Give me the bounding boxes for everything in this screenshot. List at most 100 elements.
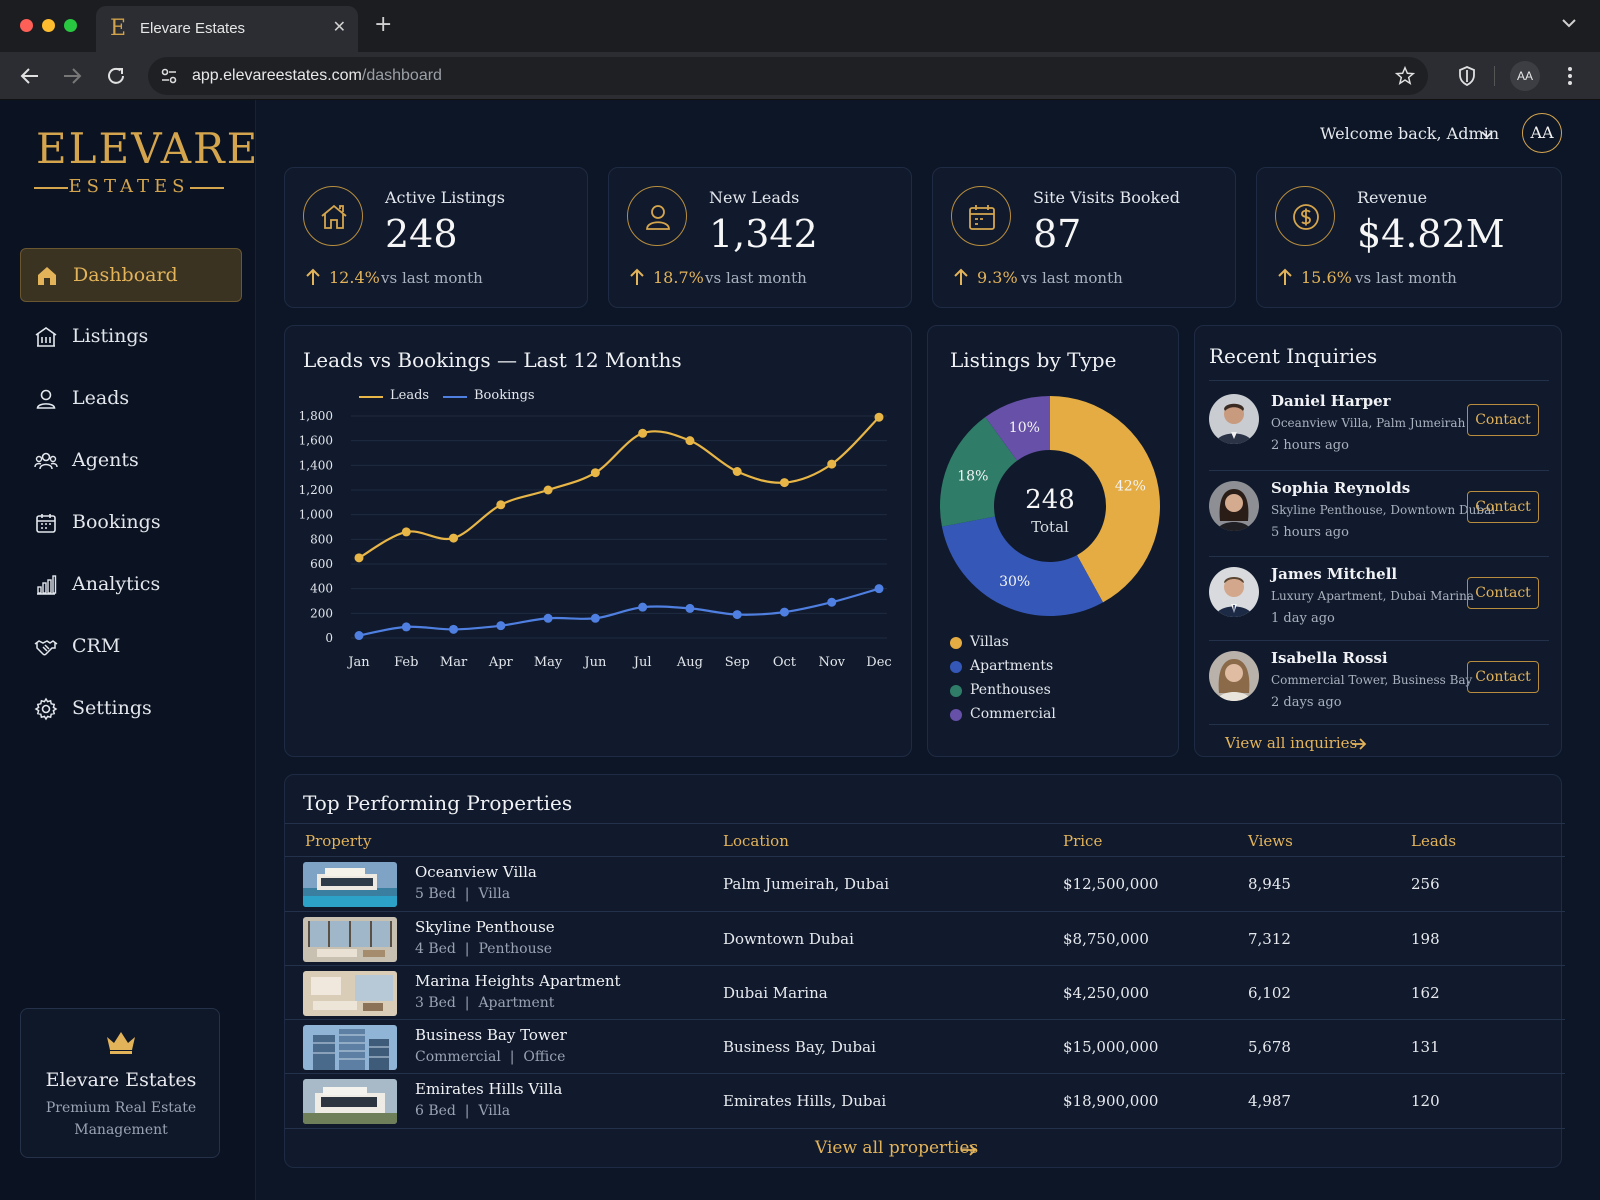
- property-beds: 4 Bed: [415, 941, 456, 957]
- table-row[interactable]: Emirates Hills Villa 6 Bed | Villa Emira…: [285, 1074, 1565, 1128]
- top-properties-card: Top Performing Properties Property Locat…: [284, 774, 1565, 1168]
- admin-avatar[interactable]: AA: [1522, 113, 1562, 153]
- brand-rule: [190, 187, 224, 189]
- promo-title: Elevare Estates: [45, 1069, 197, 1091]
- browser-profile-avatar[interactable]: AA: [1510, 61, 1540, 91]
- data-point-leads[interactable]: [401, 527, 411, 537]
- forward-arrow-icon[interactable]: [60, 64, 84, 88]
- slice-label: 18%: [957, 468, 988, 484]
- new-tab-icon[interactable]: +: [374, 12, 393, 37]
- sidebar-item-settings[interactable]: Settings: [20, 682, 242, 736]
- data-point-bookings[interactable]: [496, 621, 506, 631]
- sidebar-item-crm[interactable]: CRM: [20, 620, 242, 674]
- sidebar-item-dashboard[interactable]: Dashboard: [20, 248, 242, 302]
- property-price: $15,000,000: [1063, 1038, 1159, 1056]
- address-bar[interactable]: app.elevareestates.com/dashboard: [148, 57, 1428, 95]
- data-point-bookings[interactable]: [590, 613, 600, 623]
- contact-button[interactable]: Contact: [1467, 577, 1539, 609]
- browser-tab-bar: E Elevare Estates ✕ +: [0, 0, 1600, 52]
- bookmark-star-icon[interactable]: [1394, 65, 1416, 87]
- chevron-down-icon[interactable]: [1480, 130, 1494, 140]
- contact-button[interactable]: Contact: [1467, 491, 1539, 523]
- data-point-bookings[interactable]: [779, 607, 789, 617]
- table-row[interactable]: Marina Heights Apartment 3 Bed | Apartme…: [285, 966, 1565, 1020]
- divider: [1209, 724, 1549, 725]
- data-point-bookings[interactable]: [543, 613, 553, 623]
- sidebar-item-leads[interactable]: Leads: [20, 372, 242, 426]
- data-point-leads[interactable]: [354, 553, 364, 563]
- data-point-leads[interactable]: [496, 500, 506, 510]
- legend-label-leads: Leads: [390, 388, 430, 403]
- inquiry-property: Luxury Apartment, Dubai Marina: [1271, 589, 1474, 603]
- sidebar-item-agents[interactable]: Agents: [20, 434, 242, 488]
- contact-button[interactable]: Contact: [1467, 404, 1539, 436]
- crown-icon: [107, 1032, 135, 1054]
- view-all-properties-link[interactable]: View all properties: [815, 1138, 979, 1158]
- data-point-bookings[interactable]: [638, 602, 648, 612]
- url-path: /dashboard: [361, 67, 442, 84]
- brand-logo[interactable]: ELEVARE: [36, 124, 260, 173]
- data-point-bookings[interactable]: [827, 597, 837, 607]
- brand-subtitle: ESTATES: [34, 176, 224, 200]
- contact-button[interactable]: Contact: [1467, 661, 1539, 693]
- sidebar-item-bookings[interactable]: Bookings: [20, 496, 242, 550]
- welcome-menu[interactable]: Welcome back, Admin: [1320, 124, 1500, 143]
- x-tick-label: Jan: [346, 655, 370, 670]
- sidebar-item-analytics[interactable]: Analytics: [20, 558, 242, 612]
- chevron-down-icon[interactable]: [1560, 14, 1578, 32]
- data-point-leads[interactable]: [732, 467, 742, 476]
- data-point-leads[interactable]: [685, 436, 695, 446]
- arrow-up-icon: [630, 268, 644, 285]
- column-header-property[interactable]: Property: [305, 832, 372, 850]
- column-header-price[interactable]: Price: [1063, 832, 1103, 850]
- data-point-leads[interactable]: [590, 468, 600, 478]
- sidebar-item-listings[interactable]: Listings: [20, 310, 242, 364]
- data-point-bookings[interactable]: [401, 622, 411, 632]
- more-menu-icon[interactable]: [1558, 64, 1582, 88]
- arrow-up-icon: [306, 268, 320, 285]
- arrow-right-icon[interactable]: [961, 1143, 977, 1157]
- x-tick-label: Sep: [725, 655, 750, 670]
- shield-icon[interactable]: [1455, 64, 1479, 88]
- column-header-location[interactable]: Location: [723, 832, 789, 850]
- donut-slice-commercial[interactable]: [985, 396, 1050, 461]
- donut-slice-villas[interactable]: [1050, 396, 1160, 603]
- kpi-compare: vs last month: [705, 269, 807, 287]
- table-row[interactable]: Oceanview Villa 5 Bed | Villa Palm Jumei…: [285, 857, 1565, 911]
- data-point-bookings[interactable]: [685, 603, 695, 613]
- data-point-leads[interactable]: [874, 412, 884, 422]
- back-arrow-icon[interactable]: [18, 64, 42, 88]
- browser-tab[interactable]: E Elevare Estates ✕: [96, 6, 358, 52]
- close-window-button[interactable]: [20, 19, 33, 32]
- inquiry-name: Daniel Harper: [1271, 392, 1391, 410]
- arrow-right-icon[interactable]: [1351, 737, 1367, 751]
- data-point-bookings[interactable]: [449, 624, 459, 634]
- data-point-bookings[interactable]: [354, 631, 364, 641]
- data-point-leads[interactable]: [449, 533, 459, 543]
- table-row[interactable]: Business Bay Tower Commercial | Office B…: [285, 1020, 1565, 1074]
- donut-slice-apartments[interactable]: [941, 516, 1103, 616]
- site-settings-icon[interactable]: [160, 67, 178, 85]
- table-row[interactable]: Skyline Penthouse 4 Bed | Penthouse Down…: [285, 912, 1565, 966]
- data-point-leads[interactable]: [827, 459, 837, 469]
- donut-slice-penthouses[interactable]: [940, 417, 1018, 527]
- property-thumbnail: [303, 862, 397, 907]
- sidebar-item-label: Settings: [72, 697, 152, 719]
- data-point-bookings[interactable]: [874, 584, 884, 594]
- reload-icon[interactable]: [104, 64, 128, 88]
- maximize-window-button[interactable]: [64, 19, 77, 32]
- data-point-leads[interactable]: [638, 428, 648, 438]
- data-point-bookings[interactable]: [732, 610, 742, 620]
- property-location: Palm Jumeirah, Dubai: [723, 875, 890, 893]
- column-header-views[interactable]: Views: [1248, 832, 1293, 850]
- view-all-inquiries-link[interactable]: View all inquiries: [1225, 734, 1358, 752]
- data-point-leads[interactable]: [779, 478, 789, 488]
- sidebar-item-label: Leads: [72, 387, 130, 409]
- legend-dot: [950, 637, 962, 649]
- favicon-icon: E: [110, 16, 127, 41]
- home-icon: [38, 267, 56, 285]
- minimize-window-button[interactable]: [42, 19, 55, 32]
- data-point-leads[interactable]: [543, 485, 553, 495]
- close-tab-icon[interactable]: ✕: [332, 17, 346, 36]
- column-header-leads[interactable]: Leads: [1411, 832, 1457, 850]
